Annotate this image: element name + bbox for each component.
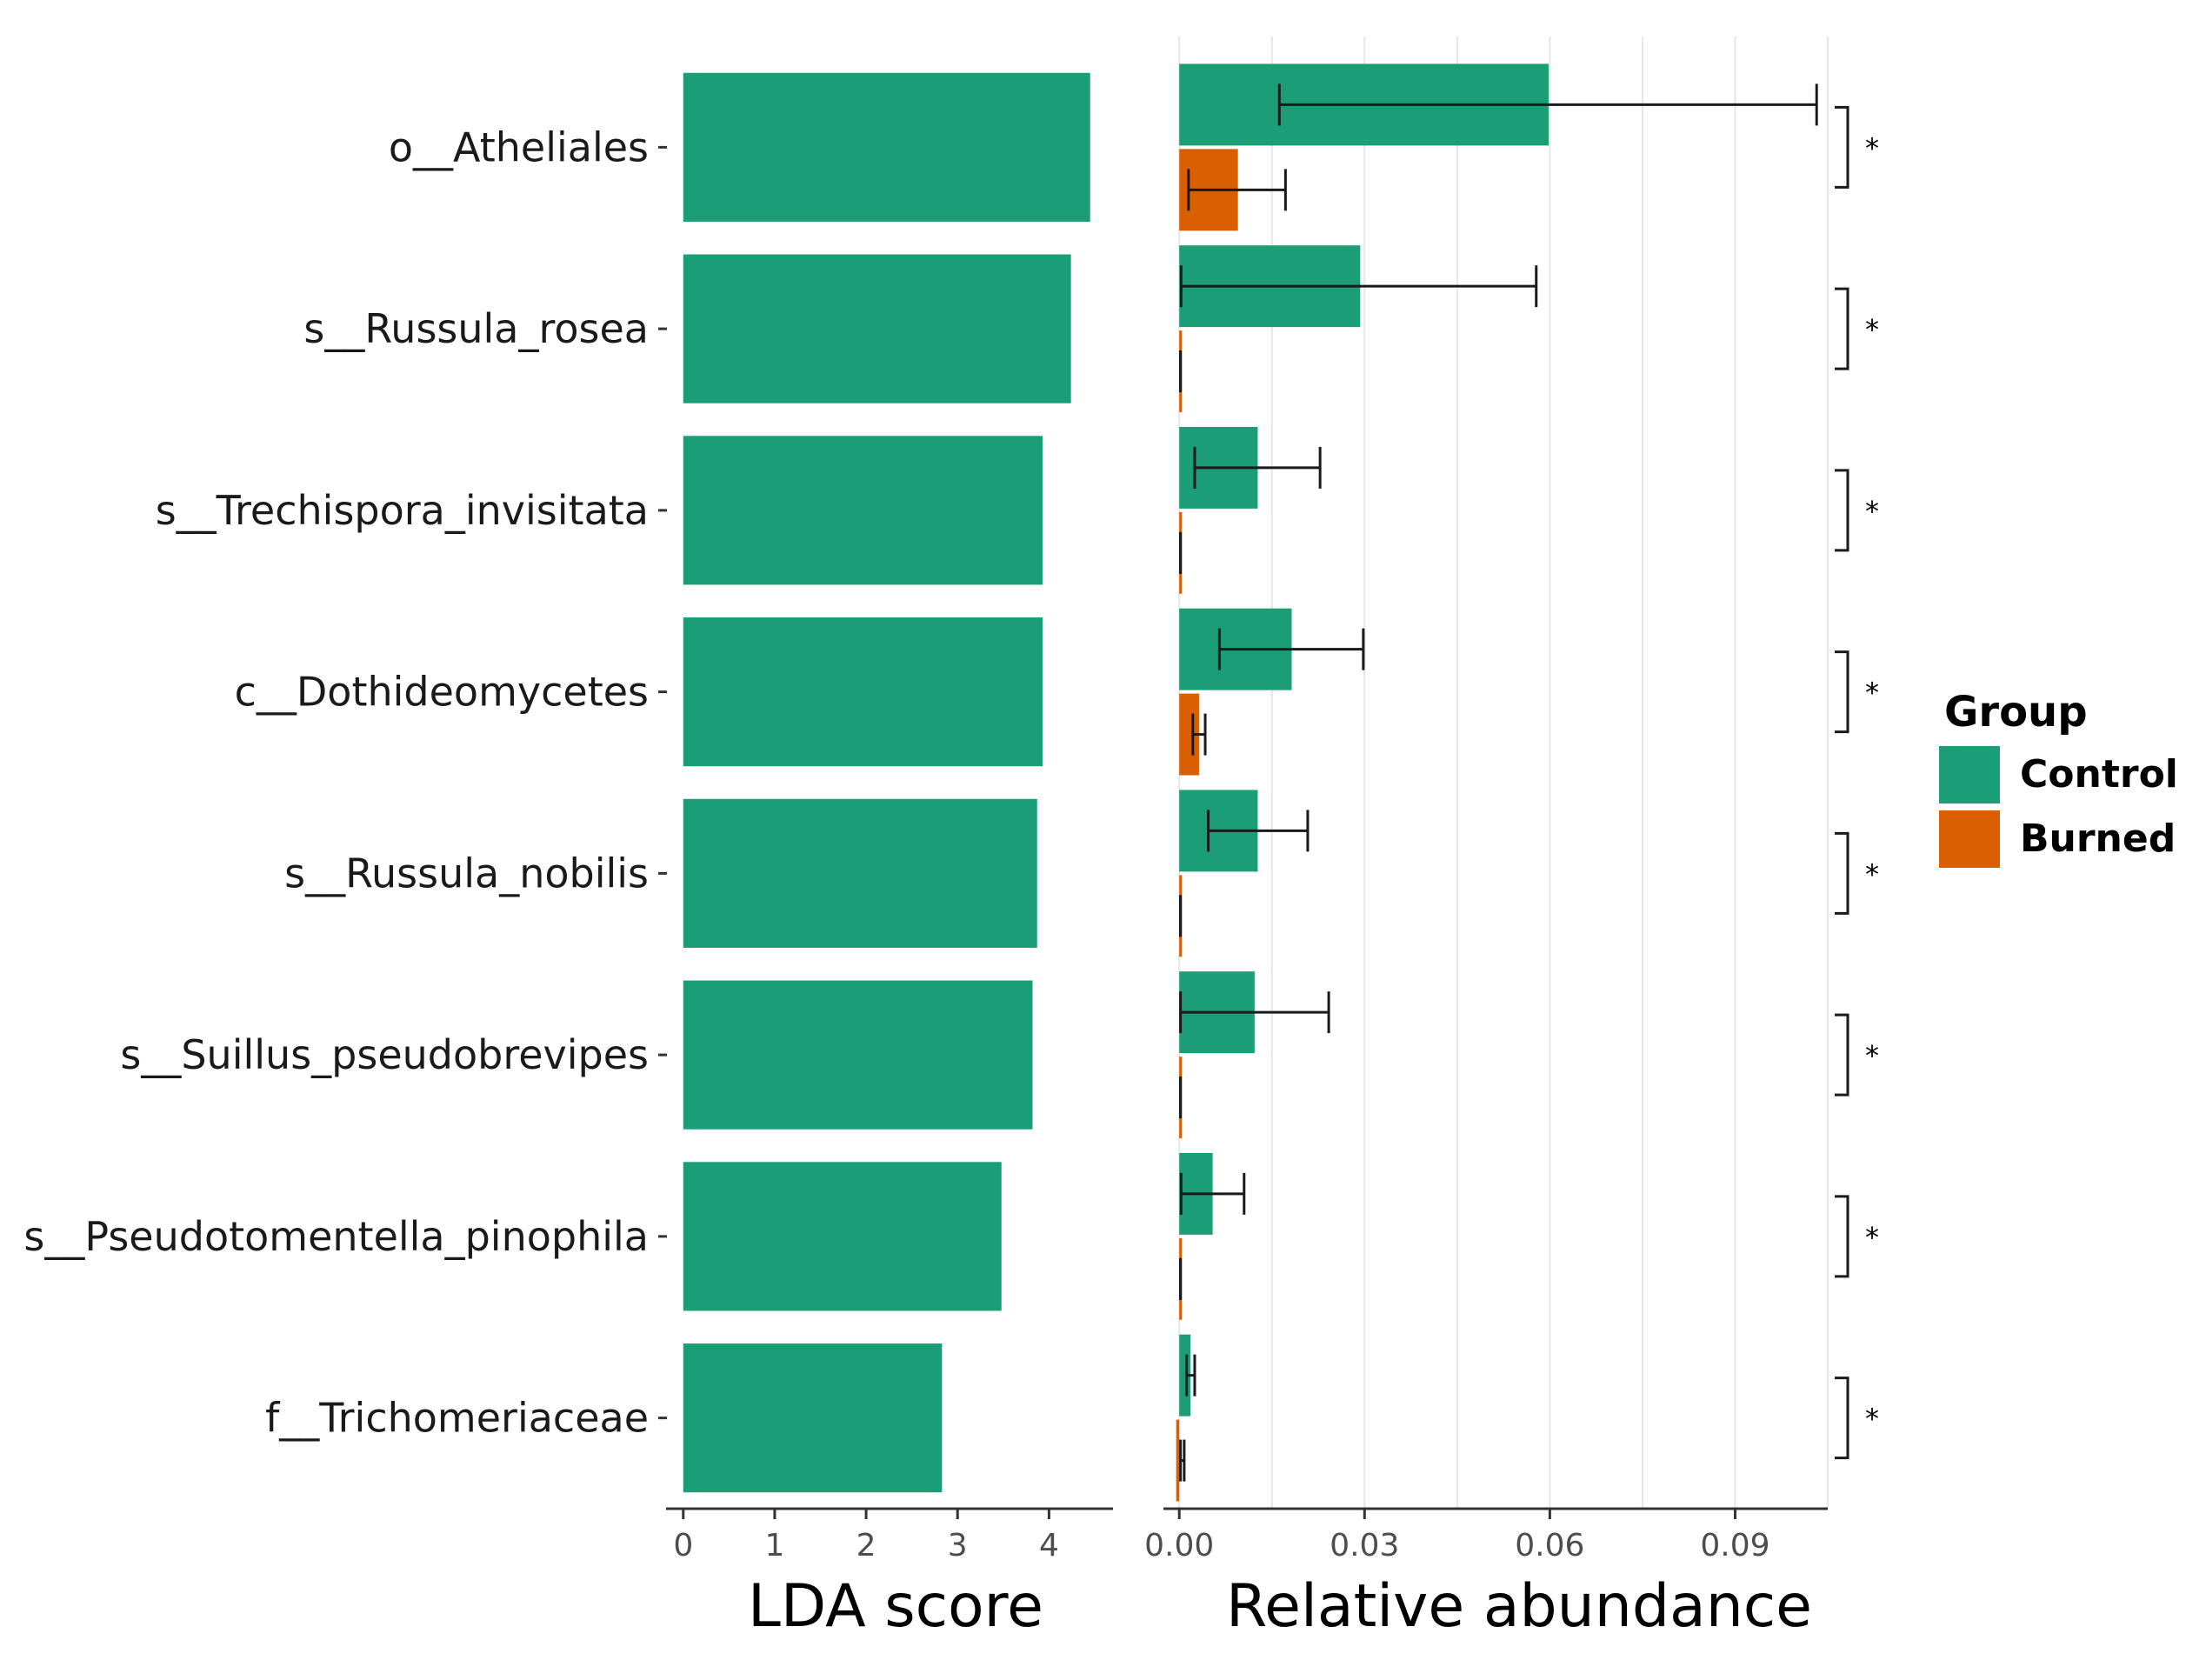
category-label: s__Trechispora_invisitata [156, 487, 649, 534]
abundance-x-tick-label: 0.09 [1700, 1528, 1769, 1563]
category-label: o__Atheliales [389, 123, 649, 170]
significance-bracket [1835, 650, 1849, 734]
significance-star: * [1865, 857, 1879, 890]
category-label: s__Russula_rosea [303, 305, 649, 352]
lda-x-tick-label: 0 [673, 1528, 693, 1563]
lda-x-tick-label: 3 [948, 1528, 968, 1563]
abundance-x-axis-title: Relative abundance [1226, 1572, 1812, 1641]
category-label: s__Pseudotomentella_pinophila [23, 1213, 649, 1260]
significance-bracket [1835, 831, 1849, 915]
significance-bracket [1835, 469, 1849, 552]
lda-bar [683, 1343, 943, 1493]
significance-bracket [1835, 1377, 1849, 1460]
abundance-x-tick-label: 0.06 [1515, 1528, 1584, 1563]
legend-swatch-control [1939, 746, 2000, 803]
lda-x-tick-label: 2 [856, 1528, 876, 1563]
significance-bracket [1835, 105, 1849, 189]
lda-bar [683, 798, 1037, 948]
category-label: s__Russula_nobilis [284, 850, 649, 897]
lda-x-tick-label: 4 [1039, 1528, 1059, 1563]
significance-bracket [1835, 287, 1849, 370]
lda-bar [683, 72, 1090, 222]
lda-bar [683, 980, 1033, 1130]
legend: Group Control Burned [1939, 688, 2178, 868]
lda-x-axis-title: LDA score [748, 1572, 1043, 1641]
significance-bracket [1835, 1013, 1849, 1097]
legend-label-burned: Burned [2020, 817, 2176, 861]
legend-label-control: Control [2020, 752, 2178, 797]
lda-panel: o__Atheliales s__Russula_rosea s__Trechisp… [23, 72, 1113, 1641]
burned-bar [1176, 1419, 1180, 1502]
abundance-panel: * * * * * * * * 0.00 0.03 0.06 0.09 Relative abundan… [1144, 37, 1879, 1641]
category-label: f__Trichomeriaceae [265, 1395, 649, 1442]
significance-star: * [1865, 495, 1879, 528]
significance-star: * [1865, 313, 1879, 346]
significance-star: * [1865, 131, 1879, 164]
lda-bar [683, 254, 1071, 403]
significance-star: * [1865, 1039, 1879, 1072]
abundance-x-tick-label: 0.00 [1144, 1528, 1214, 1563]
lda-bar [683, 1162, 1002, 1311]
lda-bar [683, 617, 1043, 767]
significance-star: * [1865, 677, 1879, 710]
lda-bar [683, 436, 1043, 585]
category-label: s__Suillus_pseudobrevipes [120, 1031, 649, 1078]
legend-swatch-burned [1939, 810, 2000, 868]
legend-title: Group [1944, 688, 2088, 737]
lda-x-tick-label: 1 [764, 1528, 784, 1563]
significance-bracket [1835, 1195, 1849, 1278]
significance-star: * [1865, 1403, 1879, 1436]
category-label: c__Dothideomycetes [235, 669, 649, 716]
significance-star: * [1865, 1221, 1879, 1254]
abundance-x-tick-label: 0.03 [1330, 1528, 1399, 1563]
